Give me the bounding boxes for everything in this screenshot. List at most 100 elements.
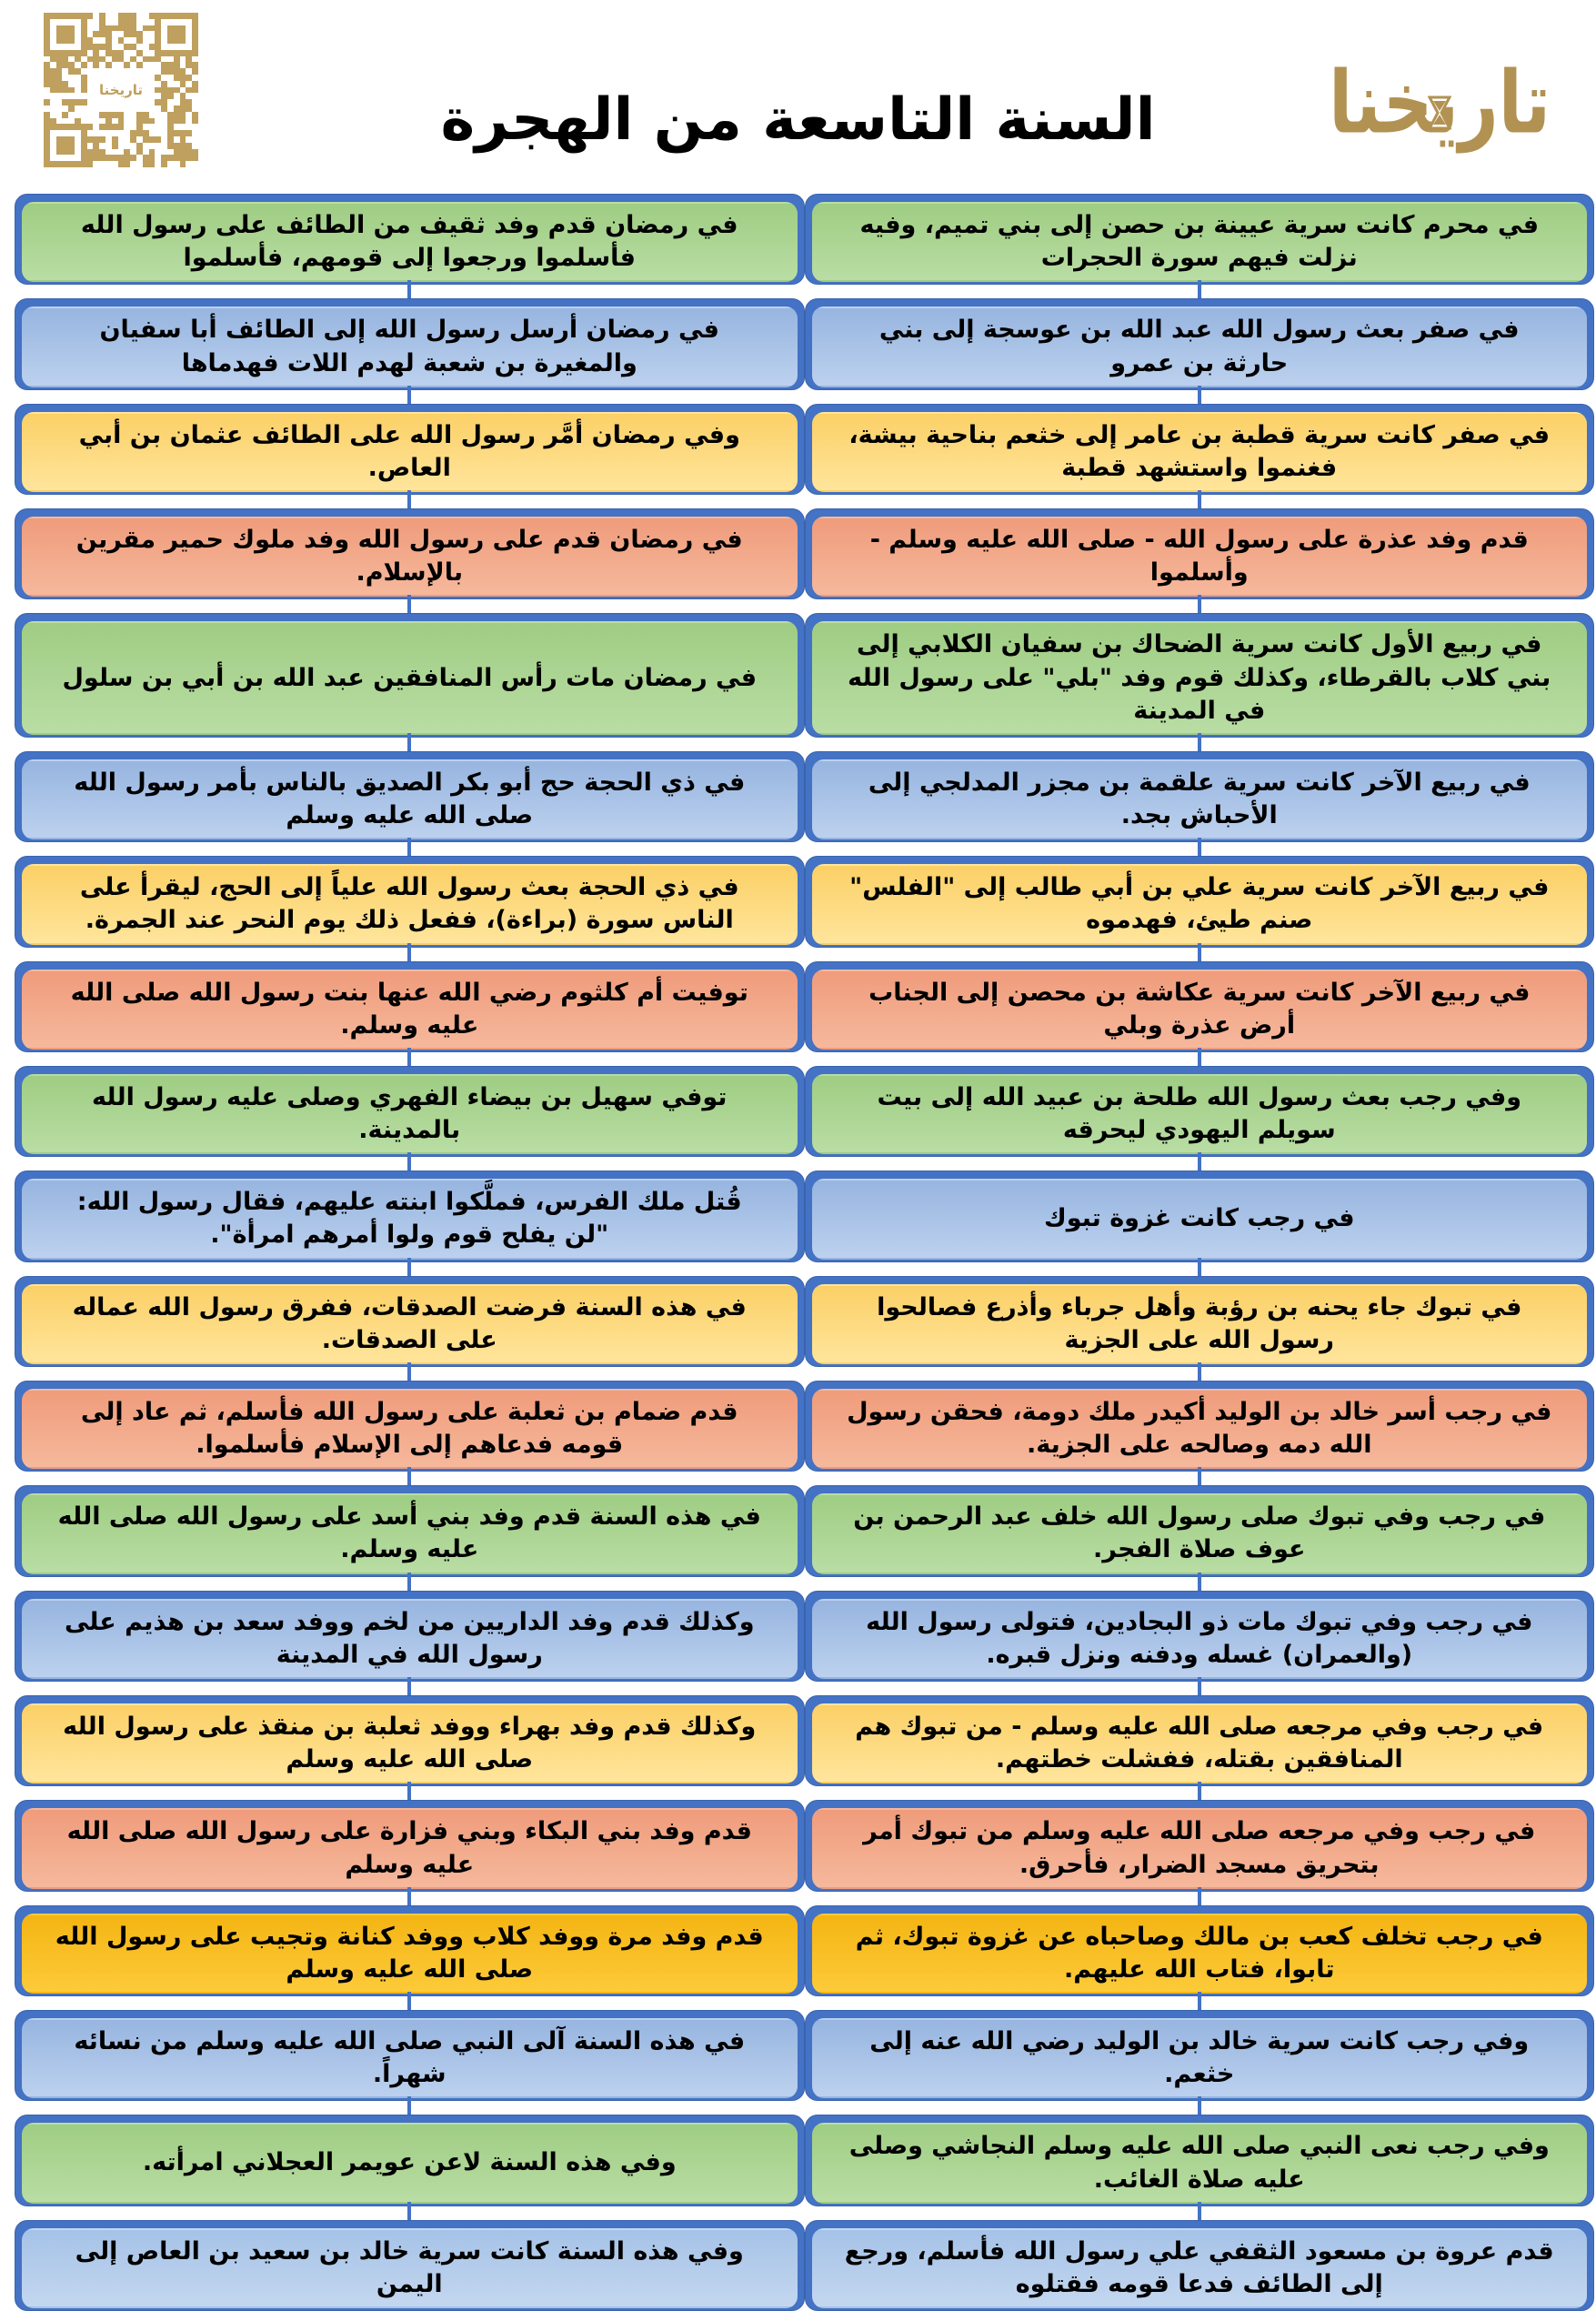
item-text: وفي هذه السنة لاعن عويمر العجلاني امرأته… — [142, 2148, 677, 2177]
item-text: وكذلك قدم وفد بهراء ووفد ثعلبة بن منقذ ع… — [63, 1712, 757, 1774]
qr-module — [62, 80, 69, 87]
qr-module — [192, 18, 198, 25]
timeline-item-left-11: في هذه السنة فرضت الصدقات، ففرق رسول الل… — [15, 1257, 805, 1367]
qr-module — [87, 75, 94, 81]
qr-module — [68, 56, 75, 63]
qr-module — [111, 55, 118, 63]
qr-module — [68, 49, 75, 56]
connector-line — [1197, 1782, 1201, 1809]
qr-module — [173, 68, 180, 75]
timeline-item-right-18: وفي رجب كانت سرية خالد بن الوليد رضي الل… — [804, 1992, 1594, 2102]
qr-module — [173, 148, 180, 156]
qr-module — [155, 55, 162, 63]
item-box: في صفر بعث رسول الله عبد الله بن عوسجة إ… — [811, 306, 1587, 387]
qr-module — [105, 62, 112, 69]
qr-module — [87, 19, 94, 25]
qr-module — [44, 136, 50, 143]
item-box: في رمضان قدم على رسول الله وفد ملوك حمير… — [22, 517, 798, 598]
qr-module — [75, 99, 81, 106]
item-box: في رجب وفي تبوك مات ذو البجادين، فتولى ر… — [811, 1598, 1587, 1679]
qr-module — [44, 148, 50, 156]
qr-module — [161, 106, 167, 112]
qr-module — [44, 130, 50, 136]
qr-module — [99, 148, 105, 156]
qr-module — [80, 75, 87, 81]
qr-module — [136, 117, 143, 125]
qr-module — [80, 80, 87, 87]
qr-module — [167, 86, 174, 94]
qr-module — [124, 68, 130, 75]
qr-module — [179, 93, 186, 100]
qr-module — [68, 136, 75, 143]
connector-line — [1197, 490, 1201, 517]
qr-module — [55, 136, 63, 143]
timeline-item-right-6: في ربيع الآخر كانت سرية علقمة بن مجزر ال… — [804, 732, 1594, 843]
qr-module — [87, 31, 94, 37]
qr-module — [87, 50, 94, 56]
connector-line — [407, 732, 412, 759]
qr-module — [148, 13, 156, 19]
qr-module — [68, 124, 75, 131]
qr-module — [192, 111, 198, 118]
qr-module — [86, 136, 94, 143]
qr-module — [179, 155, 186, 162]
qr-module — [44, 155, 50, 162]
qr-module — [105, 31, 112, 38]
qr-module — [68, 99, 75, 106]
timeline-item-right-1: في محرم كانت سرية عيينة بن حصن إلى بني ت… — [804, 194, 1594, 286]
qr-module — [130, 155, 136, 162]
qr-module — [44, 111, 50, 118]
item-text: وكذلك قدم وفد الداريين من لخم ووفد سعد ب… — [64, 1607, 755, 1669]
timeline-item-left-19: وفي هذه السنة لاعن عويمر العجلاني امرأته… — [15, 2096, 805, 2206]
qr-module — [75, 44, 81, 50]
connector-line — [407, 1257, 412, 1284]
item-text: وفي رمضان أمَّر رسول الله على الطائف عثم… — [78, 420, 740, 482]
qr-module — [142, 155, 149, 162]
timeline-item-left-13: في هذه السنة قدم وفد بني أسد على رسول ال… — [15, 1467, 805, 1577]
qr-module — [167, 25, 174, 32]
qr-module — [155, 75, 162, 81]
item-box: وكذلك قدم وفد الداريين من لخم ووفد سعد ب… — [22, 1598, 798, 1679]
qr-module — [124, 155, 131, 162]
qr-module — [50, 62, 56, 68]
connector-line — [1197, 595, 1201, 622]
qr-module — [55, 124, 63, 131]
item-text: في ربيع الأول كانت سرية الضحاك بن سفيان … — [848, 630, 1551, 725]
qr-module — [93, 49, 100, 56]
qr-module — [118, 62, 125, 68]
qr-module — [124, 62, 131, 69]
qr-module — [62, 148, 69, 156]
qr-module — [148, 148, 156, 156]
qr-module — [99, 13, 105, 19]
qr-module — [148, 161, 156, 167]
qr-module — [93, 136, 100, 143]
qr-module — [68, 44, 75, 50]
qr-module — [161, 19, 167, 25]
qr-module — [105, 19, 112, 25]
qr-module — [80, 18, 87, 25]
qr-module — [75, 75, 81, 81]
qr-module — [192, 117, 198, 125]
qr-module — [62, 86, 69, 94]
qr-module — [192, 31, 198, 38]
qr-module — [173, 117, 180, 125]
connector-line — [407, 838, 412, 865]
qr-module — [167, 19, 174, 25]
qr-module — [118, 31, 125, 37]
qr-module — [44, 99, 50, 106]
qr-module — [68, 75, 75, 81]
qr-module — [55, 75, 63, 81]
timeline-item-right-10: في رجب كانت غزوة تبوك — [804, 1152, 1594, 1262]
qr-module — [155, 136, 162, 143]
hourglass-icon — [1428, 95, 1451, 130]
qr-module — [136, 37, 143, 44]
qr-module — [86, 148, 94, 156]
timeline-item-left-14: وكذلك قدم وفد الداريين من لخم ووفد سعد ب… — [15, 1572, 805, 1682]
qr-module — [105, 56, 112, 63]
item-box: في رمضان مات رأس المنافقين عبد الله بن أ… — [22, 621, 798, 735]
qr-module — [93, 25, 99, 32]
qr-module — [186, 55, 193, 63]
connector-line — [407, 2096, 412, 2124]
qr-module — [117, 155, 125, 162]
qr-center-logo-text: تاريخنا — [98, 82, 144, 98]
